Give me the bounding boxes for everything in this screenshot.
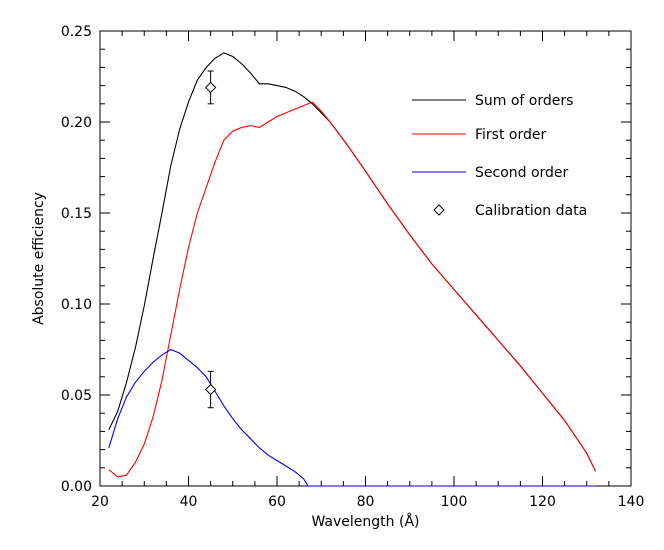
x-tick-label: 40 xyxy=(180,494,198,510)
legend-label: Calibration data xyxy=(475,203,587,219)
x-tick-label: 80 xyxy=(357,494,375,510)
legend-diamond-icon xyxy=(433,204,445,216)
x-tick-label: 100 xyxy=(441,494,468,510)
legend-entry-1: Sum of orders xyxy=(412,93,573,109)
y-axis-label: Absolute efficiency xyxy=(31,192,47,325)
y-tick-label: 0.00 xyxy=(61,479,92,495)
y-tick-label: 0.20 xyxy=(61,115,92,131)
x-tick-label: 140 xyxy=(618,494,645,510)
series-line-3 xyxy=(108,348,596,487)
calibration-point-1 xyxy=(204,70,217,105)
legend-label: Second order xyxy=(475,165,569,181)
series-line-1 xyxy=(108,52,597,472)
x-axis-label: Wavelength (Å) xyxy=(311,513,419,530)
x-tick-label: 20 xyxy=(91,494,109,510)
diamond-marker xyxy=(204,81,217,94)
y-tick-label: 0.05 xyxy=(61,388,92,404)
y-tick-label: 0.15 xyxy=(61,206,92,222)
x-tick-label: 60 xyxy=(268,494,286,510)
y-tick-label: 0.25 xyxy=(61,24,92,40)
legend-entry-3: Second order xyxy=(412,165,569,181)
legend-entry-4: Calibration data xyxy=(433,203,587,219)
y-tick-label: 0.10 xyxy=(61,297,92,313)
legend-label: Sum of orders xyxy=(475,93,573,109)
legend-entry-2: First order xyxy=(412,127,546,143)
legend: Sum of orders First order Second order Cali… xyxy=(412,93,587,219)
series-line-2 xyxy=(108,101,597,478)
plot-series xyxy=(108,52,597,487)
calibration-point-2 xyxy=(204,370,217,409)
calibration-markers xyxy=(204,70,217,409)
x-tick-label: 120 xyxy=(529,494,556,510)
diamond-marker xyxy=(204,383,217,396)
legend-label: First order xyxy=(475,127,546,143)
